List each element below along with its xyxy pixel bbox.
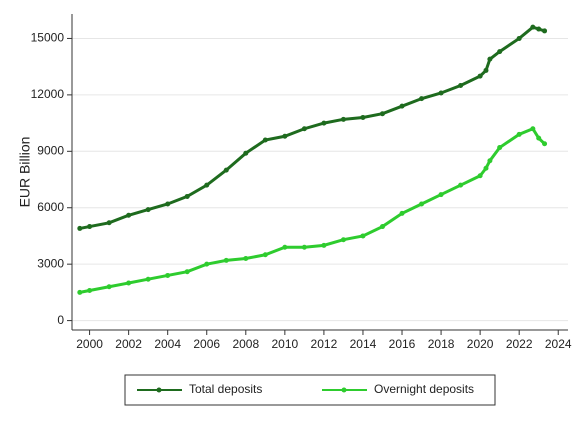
y-tick-label: 3000 — [37, 256, 64, 270]
point — [321, 242, 327, 248]
y-tick-label: 9000 — [37, 143, 64, 157]
point — [301, 244, 307, 250]
point — [145, 276, 151, 282]
point — [340, 237, 346, 243]
point — [204, 182, 210, 188]
point — [223, 257, 229, 263]
point — [497, 49, 503, 55]
point — [360, 233, 366, 239]
point — [340, 116, 346, 122]
legend-label: Overnight deposits — [374, 382, 474, 396]
point — [458, 82, 464, 88]
point — [438, 90, 444, 96]
x-tick-label: 2002 — [115, 337, 142, 351]
y-axis-label: EUR Billion — [17, 137, 33, 208]
point — [379, 224, 385, 230]
point — [516, 35, 522, 41]
point — [438, 192, 444, 198]
point — [282, 133, 288, 139]
point — [282, 244, 288, 250]
x-tick-label: 2020 — [467, 337, 494, 351]
point — [530, 126, 536, 132]
x-tick-label: 2010 — [271, 337, 298, 351]
y-tick-label: 12000 — [31, 87, 65, 101]
point — [165, 201, 171, 207]
series-line — [79, 25, 546, 230]
point — [536, 26, 542, 32]
point — [379, 111, 385, 117]
point — [321, 120, 327, 126]
x-tick-label: 2006 — [193, 337, 220, 351]
point — [542, 141, 548, 147]
point — [483, 67, 489, 73]
point — [204, 261, 210, 267]
point — [77, 225, 83, 231]
point — [516, 131, 522, 137]
x-tick-label: 2016 — [389, 337, 416, 351]
point — [530, 24, 536, 30]
point — [106, 284, 112, 290]
point — [106, 220, 112, 226]
point — [360, 114, 366, 120]
point — [77, 289, 83, 295]
point — [483, 165, 489, 171]
legend-marker — [341, 387, 347, 393]
point — [223, 167, 229, 173]
x-tick-label: 2018 — [428, 337, 455, 351]
point — [126, 212, 132, 218]
point — [477, 173, 483, 179]
legend-marker — [156, 387, 162, 393]
point — [399, 210, 405, 216]
x-tick-label: 2014 — [350, 337, 377, 351]
point — [262, 137, 268, 143]
point — [542, 28, 548, 34]
y-tick-label: 15000 — [31, 31, 65, 45]
point — [145, 207, 151, 213]
point — [477, 73, 483, 79]
point — [536, 135, 542, 141]
point — [87, 288, 93, 293]
legend-box — [124, 374, 496, 406]
point — [184, 193, 190, 199]
point — [419, 96, 425, 102]
point — [497, 145, 503, 151]
point — [262, 252, 268, 258]
point — [184, 269, 190, 275]
y-tick-label: 6000 — [37, 200, 64, 214]
x-tick-label: 2022 — [506, 337, 533, 351]
point — [126, 280, 132, 286]
point — [165, 272, 171, 278]
legend-label: Total deposits — [189, 382, 262, 396]
point — [419, 201, 425, 207]
point — [87, 224, 93, 230]
point — [243, 256, 249, 262]
point — [458, 182, 464, 188]
x-tick-label: 2008 — [232, 337, 259, 351]
point — [301, 126, 307, 132]
x-tick-label: 2024 — [545, 337, 572, 351]
y-tick-label: 0 — [57, 313, 64, 327]
point — [487, 56, 493, 62]
point — [243, 150, 249, 156]
x-tick-label: 2004 — [154, 337, 181, 351]
x-tick-label: 2000 — [76, 337, 103, 351]
point — [399, 103, 405, 109]
point — [487, 158, 493, 164]
x-tick-label: 2012 — [311, 337, 338, 351]
